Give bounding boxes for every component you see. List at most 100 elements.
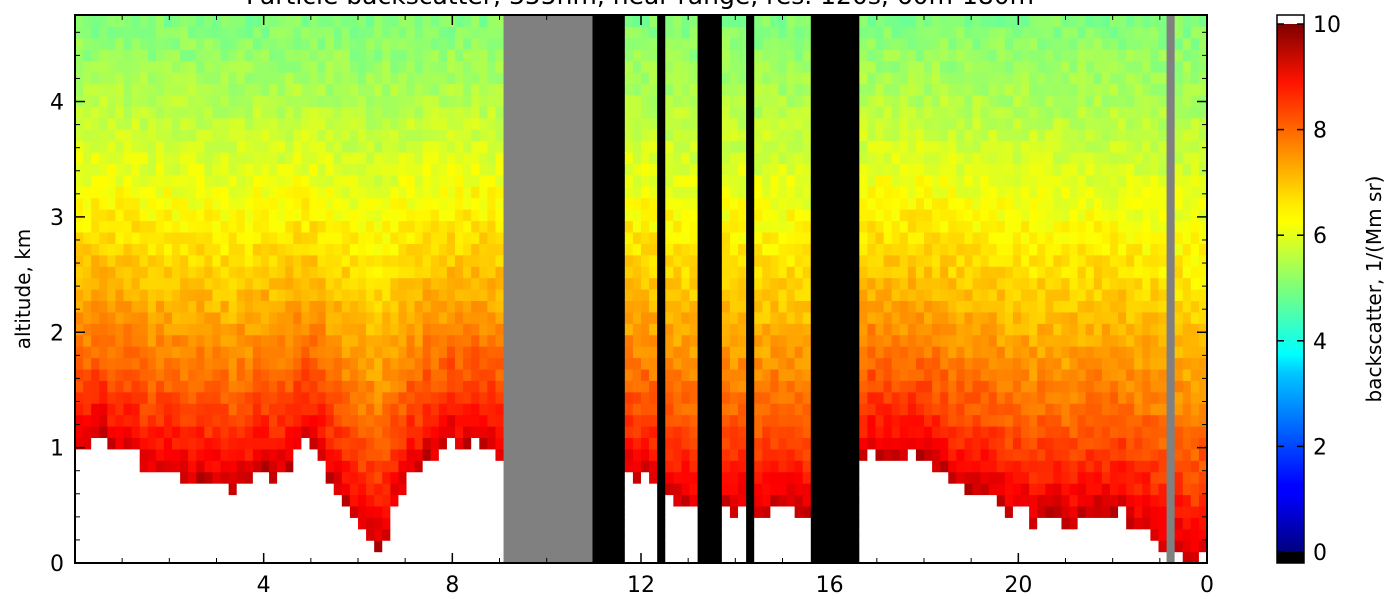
heatmap-cell [1093,15,1103,28]
heatmap-cell [406,209,416,222]
heatmap-cell [641,437,650,450]
heatmap-cell [1012,140,1022,153]
heatmap-cell [277,403,286,416]
heatmap-cell [91,266,100,279]
heatmap-cell [786,323,796,336]
heatmap-cell [455,117,464,130]
heatmap-cell [495,152,505,165]
heatmap-cell [649,15,658,28]
heatmap-cell [1004,460,1014,473]
heatmap-cell [131,94,141,107]
heatmap-cell [624,471,634,484]
heatmap-cell [414,152,424,165]
heatmap-cell [204,380,214,393]
heatmap-cell [75,289,84,302]
heatmap-cell [220,254,230,267]
heatmap-cell [883,163,893,176]
heatmap-cell [212,83,222,96]
heatmap-cell [107,94,117,107]
heatmap-cell [147,334,157,347]
heatmap-cell [172,483,181,496]
heatmap-cell [212,163,222,176]
heatmap-cell [341,540,351,553]
heatmap-cell [689,209,699,222]
heatmap-cell [632,186,642,199]
heatmap-cell [349,505,359,518]
heatmap-cell [374,528,383,541]
heatmap-cell [422,300,432,313]
heatmap-cell [260,437,270,450]
heatmap-cell [778,277,788,290]
heatmap-cell [455,15,464,28]
heatmap-cell [406,37,416,50]
heatmap-cell [180,266,189,279]
heatmap-cell [309,403,319,416]
heatmap-cell [147,437,157,450]
heatmap-cell [1029,106,1038,119]
heatmap-cell [762,277,771,290]
heatmap-cell [147,83,157,96]
heatmap-cell [721,391,731,404]
heatmap-cell [123,60,133,73]
heatmap-cell [75,334,84,347]
heatmap-cell [794,300,804,313]
heatmap-cell [956,83,966,96]
heatmap-cell [964,49,974,62]
heatmap-cell [325,517,335,530]
heatmap-cell [754,289,763,302]
heatmap-cell [665,94,674,107]
heatmap-cell [422,26,432,39]
heatmap-cell [1118,505,1127,518]
heatmap-cell [131,163,141,176]
heatmap-cell [455,357,464,370]
heatmap-cell [123,37,133,50]
heatmap-cell [1004,83,1014,96]
heatmap-cell [180,437,189,450]
heatmap-cell [1053,37,1063,50]
heatmap-cell [212,289,222,302]
heatmap-cell [1037,311,1046,324]
heatmap-cell [252,494,262,507]
heatmap-cell [341,368,351,381]
heatmap-cell [778,266,788,279]
heatmap-cell [155,334,165,347]
heatmap-cell [1085,26,1095,39]
heatmap-cell [107,551,117,563]
heatmap-cell [309,152,319,165]
heatmap-cell [875,414,885,427]
heatmap-cell [641,551,650,563]
heatmap-cell [721,37,731,50]
heatmap-cell [446,72,456,85]
heatmap-cell [1045,37,1054,50]
heatmap-cell [1085,37,1095,50]
heatmap-cell [940,174,949,187]
heatmap-cell [1069,174,1079,187]
heatmap-cell [1118,426,1127,439]
heatmap-cell [260,243,270,256]
heatmap-cell [924,15,933,28]
heatmap-cell [899,129,909,142]
heatmap-cell [778,72,788,85]
heatmap-cell [641,414,650,427]
heatmap-cell [1004,37,1014,50]
heatmap-cell [875,426,885,439]
heatmap-cell [422,243,432,256]
heatmap-cell [147,551,157,563]
heatmap-cell [188,471,197,484]
heatmap-cell [236,209,246,222]
heatmap-cell [940,117,949,130]
heatmap-cell [487,254,497,267]
heatmap-cell [1021,403,1030,416]
heatmap-cell [1037,483,1046,496]
heatmap-cell [641,391,650,404]
heatmap-cell [915,72,925,85]
heatmap-cell [649,152,658,165]
heatmap-cell [293,15,302,28]
heatmap-cell [236,460,246,473]
heatmap-cell [495,391,505,404]
heatmap-cell [1085,311,1095,324]
heatmap-cell [632,83,642,96]
heatmap-cell [438,346,448,359]
heatmap-cell [301,277,311,290]
heatmap-cell [293,197,302,210]
